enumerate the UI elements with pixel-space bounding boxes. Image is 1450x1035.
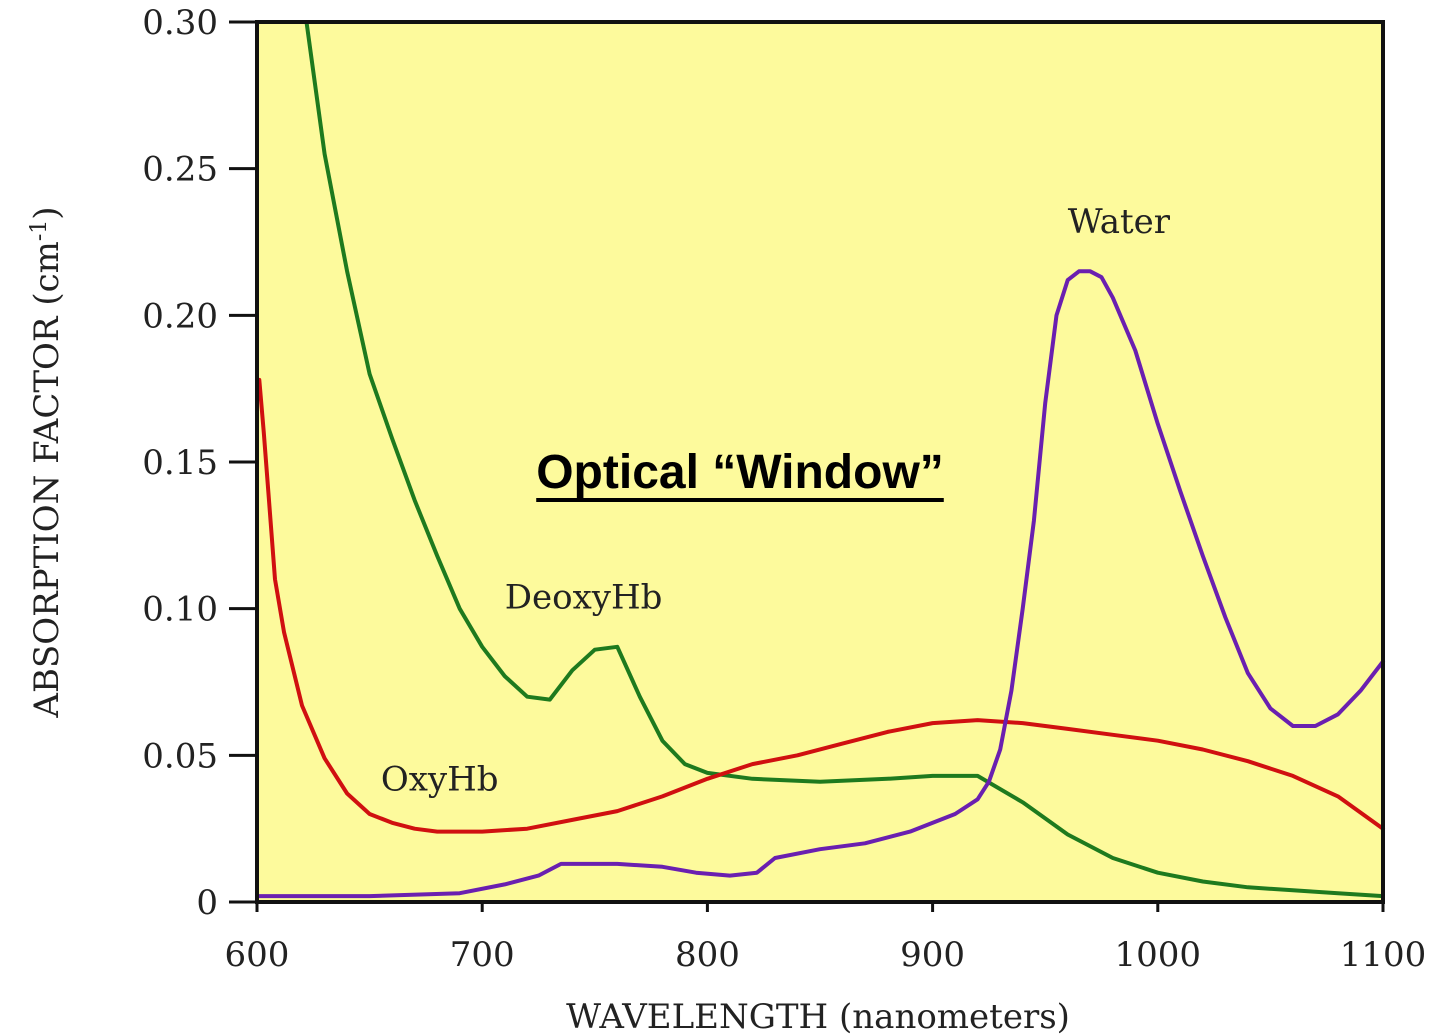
- axes: 600 700 800 900 1000 1100 0 0.05 0.10 0.15 0.20 0.2…: [142, 3, 1426, 975]
- series-line-water: [255, 269, 1385, 899]
- series-labels: DeoxyHb OxyHb Water: [381, 202, 1171, 799]
- x-axis-title: WAVELENGTH (nanometers): [566, 997, 1070, 1035]
- y-axis-title: ABSORPTION FACTOR (cm-1): [27, 206, 67, 718]
- optical-window-annotation: Optical “Window”: [536, 446, 944, 499]
- y-tick-label: 0.20: [142, 296, 218, 336]
- plot-area: [257, 22, 1383, 902]
- y-tick-label: 0.15: [142, 443, 218, 483]
- series-line-oxyhb: [257, 377, 1385, 834]
- y-tick-label: 0.30: [142, 3, 218, 43]
- series-label-deoxyhb: DeoxyHb: [505, 578, 663, 618]
- y-tick-label: 0.05: [142, 736, 218, 776]
- y-tick-label: 0.25: [142, 150, 218, 190]
- x-tick-label: 900: [900, 935, 965, 975]
- series-group: [255, 20, 1385, 899]
- series-label-oxyhb: OxyHb: [381, 760, 499, 800]
- x-tick-label: 1000: [1115, 935, 1202, 975]
- x-tick-label: 700: [450, 935, 515, 975]
- series-label-water: Water: [1068, 202, 1171, 242]
- x-tick-label: 1100: [1340, 935, 1427, 975]
- y-axis-title-close: ): [27, 206, 67, 219]
- x-tick-label: 800: [675, 935, 740, 975]
- y-axis-title-main: ABSORPTION FACTOR (cm: [27, 241, 67, 718]
- y-axis-title-superscript: -1: [27, 220, 52, 241]
- series-line-deoxyhb: [304, 20, 1385, 899]
- x-tick-label: 600: [225, 935, 290, 975]
- y-tick-label: 0.10: [142, 590, 218, 630]
- y-tick-label: 0: [196, 883, 218, 923]
